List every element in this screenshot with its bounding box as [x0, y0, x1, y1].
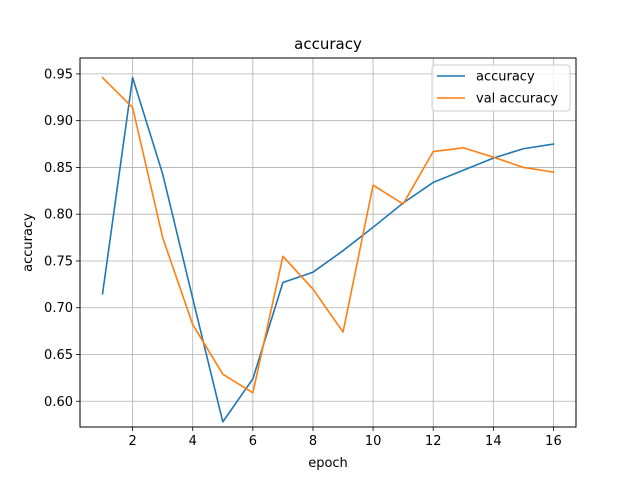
y-tick-label: 0.75 — [44, 254, 73, 269]
x-tick-label: 4 — [189, 434, 197, 449]
y-tick-label: 0.90 — [44, 114, 73, 129]
y-tick-label: 0.80 — [44, 208, 73, 223]
chart-title: accuracy — [294, 35, 362, 53]
x-tick-label: 16 — [545, 434, 562, 449]
x-axis-label: epoch — [308, 456, 348, 471]
x-tick-label: 6 — [249, 434, 257, 449]
legend-label: val accuracy — [476, 92, 558, 107]
legend-label: accuracy — [476, 70, 535, 85]
series-line-val-accuracy — [101, 76, 555, 394]
x-tick-label: 12 — [425, 434, 442, 449]
series-lines — [101, 76, 555, 423]
series-line-accuracy — [101, 76, 555, 423]
y-axis-ticks: 0.60 0.65 0.70 0.75 0.80 0.85 0.90 0.95 — [44, 67, 80, 410]
plot-frame — [79, 57, 577, 428]
legend: accuracy val accuracy — [431, 64, 571, 112]
y-tick-label: 0.85 — [44, 161, 73, 176]
y-tick-label: 0.60 — [44, 395, 73, 410]
x-tick-label: 8 — [309, 434, 317, 449]
x-tick-label: 10 — [365, 434, 382, 449]
y-tick-label: 0.70 — [44, 301, 73, 316]
grid-lines — [80, 58, 576, 427]
y-tick-label: 0.95 — [44, 67, 73, 82]
legend-box — [431, 64, 571, 112]
y-axis-label: accuracy — [21, 213, 36, 272]
x-axis-ticks: 2 4 6 8 10 12 14 16 — [128, 427, 562, 449]
x-tick-label: 14 — [485, 434, 502, 449]
y-tick-label: 0.65 — [44, 348, 73, 363]
x-tick-label: 2 — [128, 434, 136, 449]
